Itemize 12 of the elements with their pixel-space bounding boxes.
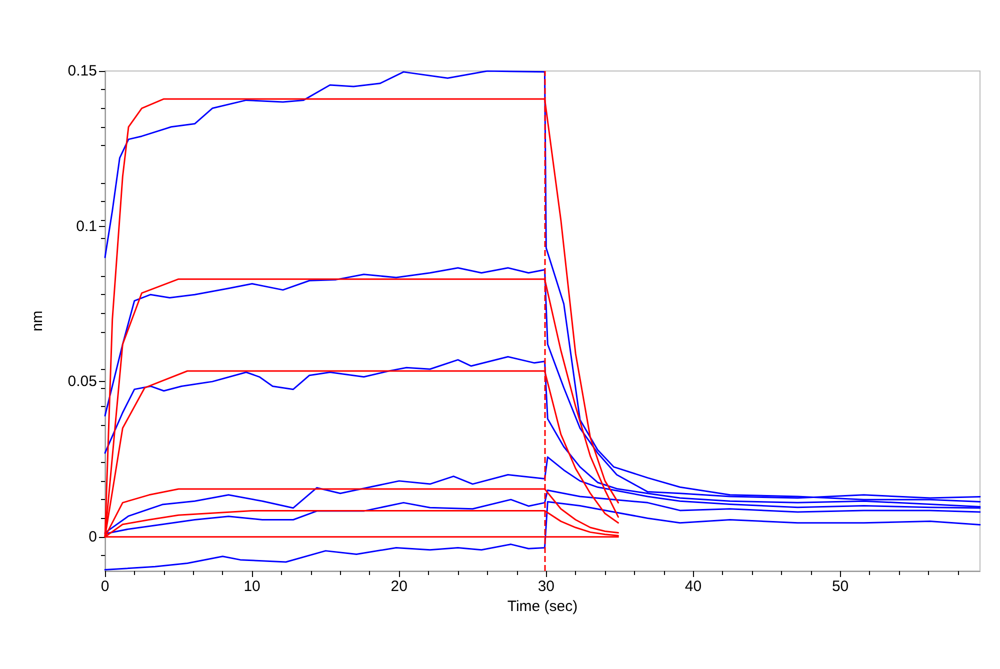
x-tick-label: 20 xyxy=(390,578,408,595)
x-tick-label: 30 xyxy=(538,578,555,595)
x-axis-title: Time (sec) xyxy=(507,598,578,615)
x-tick-label: 40 xyxy=(684,578,702,595)
x-tick-label: 0 xyxy=(100,578,110,595)
y-tick-label: 0 xyxy=(88,528,97,546)
y-tick-label: 0.05 xyxy=(68,373,97,390)
y-axis-title: nm xyxy=(29,310,46,332)
y-tick-label: 0.1 xyxy=(76,218,97,235)
x-tick-label: 50 xyxy=(832,578,849,595)
x-tick-label: 10 xyxy=(244,578,260,595)
y-tick-label: 0.15 xyxy=(68,62,97,80)
